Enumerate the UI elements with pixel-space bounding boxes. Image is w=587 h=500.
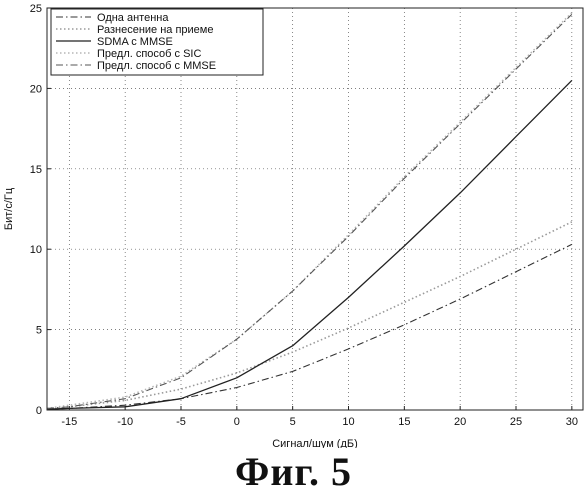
- x-tick-label: 30: [566, 416, 578, 428]
- x-tick-label: 20: [454, 416, 466, 428]
- x-tick-label: -5: [176, 416, 186, 428]
- x-axis-label: Сигнал/шум (дБ): [272, 438, 358, 448]
- y-tick-label: 20: [30, 83, 42, 95]
- y-tick-label: 15: [30, 164, 42, 176]
- x-tick-label: -10: [117, 416, 133, 428]
- series-line-3: [47, 80, 572, 409]
- legend-entry-label: Предл. способ с SIC: [97, 48, 201, 60]
- y-tick-label: 10: [30, 244, 42, 256]
- legend-entry-label: SDMA с MMSE: [97, 36, 173, 48]
- y-axis-ticks: 0 5 10 15 20 25: [30, 3, 51, 417]
- line-chart: -15 -10 -5 0 5 10 15 20 25 30 0 5 10 15 20 25 Сигнал/ш…: [0, 0, 587, 448]
- legend-entry-label: Одна антенна: [97, 12, 169, 24]
- y-axis-label: Бит/с/Гц: [3, 187, 15, 230]
- x-tick-label: -15: [61, 416, 77, 428]
- series-line-1: [47, 244, 572, 409]
- legend-entry-label: Предл. способ с MMSE: [97, 60, 216, 72]
- y-tick-label: 25: [30, 3, 42, 15]
- y-tick-label: 5: [36, 325, 42, 337]
- x-axis-ticks: -15 -10 -5 0 5 10 15 20 25 30: [61, 406, 578, 428]
- y-tick-label: 0: [36, 405, 42, 417]
- x-tick-label: 0: [234, 416, 240, 428]
- legend: Одна антеннаРазнесение на приемеSDMA с M…: [51, 9, 263, 75]
- x-tick-label: 25: [510, 416, 522, 428]
- series-line-2: [47, 222, 572, 409]
- x-tick-label: 5: [290, 416, 296, 428]
- x-tick-label: 10: [342, 416, 354, 428]
- legend-entry-label: Разнесение на приеме: [97, 24, 213, 36]
- x-tick-label: 15: [398, 416, 410, 428]
- figure-caption: Фиг. 5: [0, 448, 587, 495]
